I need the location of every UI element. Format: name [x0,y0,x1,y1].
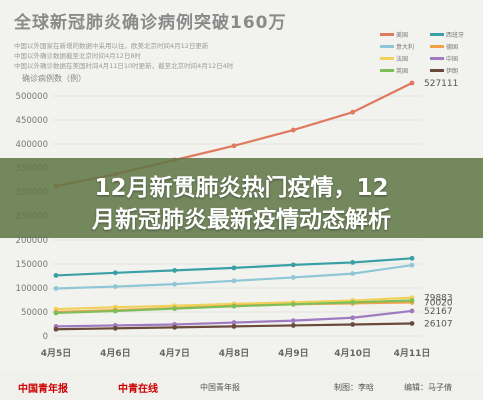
data-point [290,127,296,133]
legend-swatch [430,45,444,48]
data-point [53,326,59,332]
data-point [112,308,118,314]
y-tick-label: 400000 [16,140,48,150]
data-point [172,324,178,330]
end-value-label: 70020 [424,298,453,308]
data-point [290,301,296,307]
data-point [350,260,356,265]
publisher-label: 中国青年报 [200,383,240,392]
data-point [231,324,237,329]
subtitle-3: 中国以外确诊数据在美国时间4月11日10时更新，截至北京时间4月12日4时 [14,62,234,70]
data-point [172,281,178,287]
legend-item: 法国 [380,54,408,63]
data-point [290,262,296,268]
data-point [53,286,59,291]
legend-swatch [380,57,394,60]
y-tick-label: 100000 [16,284,48,294]
data-point [231,320,237,325]
data-point [409,308,415,314]
legend-item: 西班牙 [430,30,464,39]
x-tick-label: 4月10日 [334,348,371,359]
data-point [231,278,237,284]
end-value-label: 79883 [424,294,453,304]
logo-zqzx: 中青在线 [118,384,158,395]
subtitle-1: 中国以外国家在新增的数据中采用以往，欧美北京时间4月12日更新 [14,42,209,50]
x-tick-label: 4月9日 [278,348,309,359]
legend-swatch [430,57,444,60]
x-tick-label: 4月5日 [41,348,72,359]
legend: 美国 西班牙意大利 德国法国 中国英国 伊朗 [380,30,480,85]
legend-item: 中国 [430,54,458,63]
data-point [350,322,356,327]
data-point [350,109,356,115]
x-tick-label: 4月7日 [159,348,190,359]
data-point [409,262,415,268]
legend-label: 伊朗 [446,68,459,75]
end-value-label: 527111 [424,79,458,89]
headline-overlay: 12月新贯肺炎热门疫情，12 月新冠肺炎最新疫情动态解析 [0,158,483,238]
legend-item: 伊朗 [430,66,458,75]
data-point [290,275,296,280]
data-point [172,267,178,273]
legend-item: 意大利 [380,42,414,51]
producer-credit: 制图：李晗 [334,383,374,392]
data-point [172,306,178,312]
data-point [290,318,296,324]
legend-swatch [430,33,444,36]
data-point [112,270,118,276]
legend-label: 美国 [396,32,409,39]
end-value-label: 26107 [424,319,453,329]
y-tick-label: 150000 [16,260,48,270]
editor-credit: 编辑：马子倩 [404,383,452,392]
data-point [53,273,59,278]
data-point [350,271,356,276]
data-point [231,265,237,271]
data-point [53,310,59,316]
y-axis-label: 确诊病例数（例） [22,74,86,83]
x-tick-label: 4月6日 [100,348,131,359]
legend-label: 英国 [396,68,409,75]
data-point [231,303,237,309]
logo-zqb: 中国青年报 [18,384,68,395]
legend-item: 美国 [380,30,408,39]
chart-title: 全球新冠肺炎确诊病例突破160万 [14,13,287,33]
legend-swatch [380,45,394,48]
y-tick-label: 500000 [16,92,48,102]
y-tick-label: 450000 [16,116,48,126]
legend-label: 德国 [446,44,459,51]
data-point [231,143,237,149]
legend-item: 德国 [430,42,458,51]
end-value-label: 52167 [424,307,453,317]
subtitle-2: 中国以外确诊数据截至北京时间4月12日8时 [14,52,142,60]
data-point [290,323,296,328]
data-point [409,321,415,326]
legend-swatch [380,69,394,72]
legend-item: 英国 [380,66,408,75]
legend-label: 西班牙 [446,32,465,39]
headline-line-2: 月新冠肺炎最新疫情动态解析 [92,207,391,233]
legend-swatch [380,33,394,36]
data-point [350,300,356,305]
legend-label: 法国 [396,56,409,63]
legend-label: 中国 [446,56,459,63]
headline-line-1: 12月新贯肺炎热门疫情，12 [94,175,389,201]
data-point [112,325,118,331]
legend-label: 意大利 [396,44,415,51]
data-point [350,315,356,321]
data-point [409,255,415,261]
y-tick-label: 0 [43,332,48,342]
y-tick-label: 200000 [16,236,48,246]
legend-swatch [430,69,444,72]
x-tick-label: 4月11日 [394,348,431,359]
x-tick-label: 4月8日 [219,348,250,359]
footer: 中国青年报 中青在线 中国青年报 制图：李晗 编辑：马子倩 [0,372,483,400]
data-point [409,298,415,303]
data-point [409,80,415,86]
y-tick-label: 50000 [21,308,48,318]
data-point [112,284,118,289]
